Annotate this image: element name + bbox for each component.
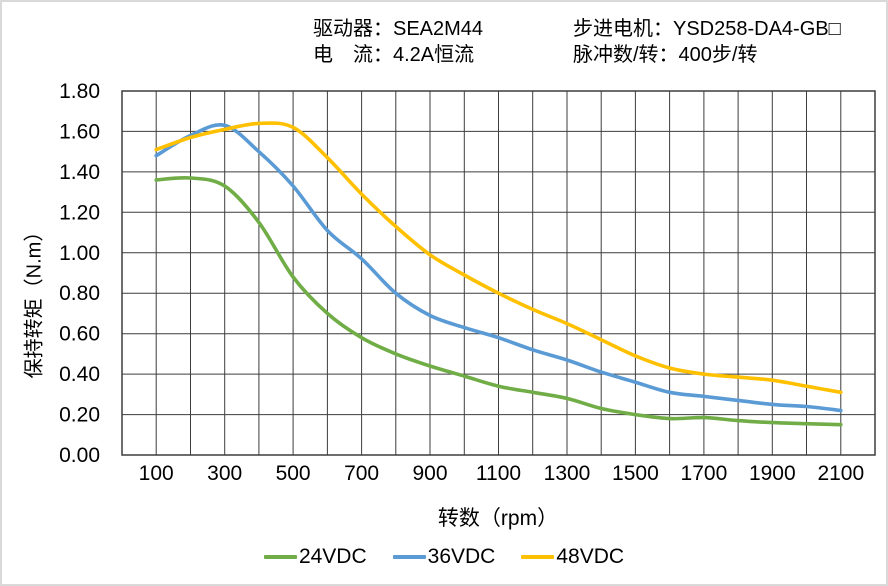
current-label: 电 流：4.2A恒流 — [313, 44, 475, 66]
y-tick-label: 1.60 — [59, 120, 100, 143]
x-tick-label: 500 — [276, 462, 311, 485]
legend-label: 36VDC — [427, 545, 496, 568]
x-tick-label: 1900 — [749, 462, 796, 485]
header-right-column: 步进电机：YSD258-DA4-GB□ 脉冲数/转：400步/转 — [573, 16, 841, 72]
x-tick-label: 100 — [139, 462, 174, 485]
curve-36VDC — [154, 123, 843, 413]
y-tick-label: 1.20 — [59, 201, 100, 224]
pulses-per-rev-label: 脉冲数/转：400步/转 — [573, 44, 758, 66]
y-tick-label: 0.40 — [59, 363, 100, 386]
x-tick-label: 1300 — [544, 462, 591, 485]
legend-line-icon — [263, 555, 297, 559]
y-tick-label: 1.40 — [59, 161, 100, 184]
driver-label: 驱动器：SEA2M44 — [313, 18, 484, 40]
y-tick-label: 0.20 — [59, 404, 100, 427]
legend-item-36VDC: 36VDC — [392, 545, 496, 569]
y-tick-label: 1.80 — [59, 80, 100, 103]
x-tick-label: 1700 — [681, 462, 728, 485]
x-tick-label: 300 — [207, 462, 242, 485]
motor-model-label: 步进电机：YSD258-DA4-GB□ — [573, 18, 841, 40]
y-tick-label: 0.80 — [59, 282, 100, 305]
legend-label: 48VDC — [556, 545, 625, 568]
y-tick-label: 0.60 — [59, 323, 100, 346]
x-tick-label: 900 — [412, 462, 447, 485]
x-tick-label: 2100 — [817, 462, 864, 485]
curve-24VDC — [154, 175, 843, 427]
header-left-column: 驱动器：SEA2M44 电 流：4.2A恒流 — [313, 16, 483, 72]
y-tick-label: 0.00 — [59, 444, 100, 467]
x-tick-label: 1100 — [476, 462, 521, 485]
x-axis-title: 转数（rpm） — [438, 507, 558, 530]
plot-frame — [121, 90, 876, 456]
legend-label: 24VDC — [298, 545, 367, 568]
y-tick-label: 1.00 — [59, 242, 100, 265]
legend-item-48VDC: 48VDC — [521, 545, 624, 569]
x-tick-label: 1500 — [612, 462, 659, 485]
legend-line-icon — [392, 555, 426, 559]
legend-item-24VDC: 24VDC — [263, 545, 367, 569]
legend-line-icon — [521, 555, 555, 559]
curve-48VDC — [154, 121, 843, 395]
x-tick-label: 700 — [344, 462, 379, 485]
chart-legend: 24VDC 36VDC 48VDC — [2, 545, 886, 569]
